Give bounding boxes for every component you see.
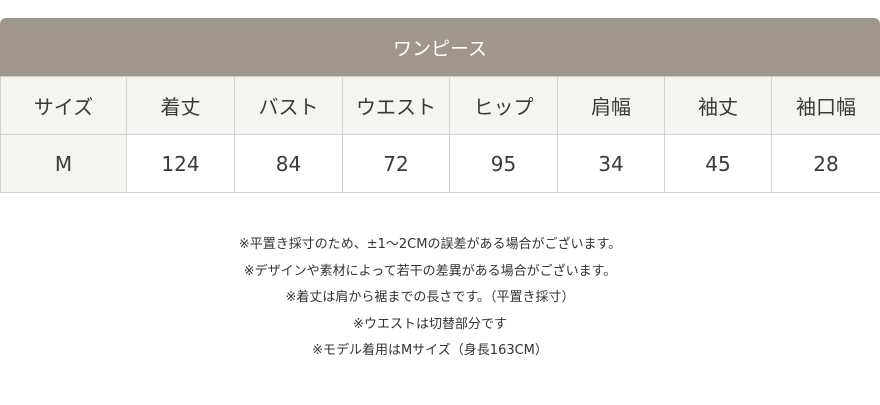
note-line: ※ウエストは切替部分です — [353, 316, 507, 332]
header-cell: 肩幅 — [557, 76, 665, 135]
header-cell: 袖丈 — [664, 76, 772, 135]
header-cell: 着丈 — [126, 76, 235, 135]
note-line: ※デザインや素材によって若干の差異がある場合がございます。 — [243, 263, 617, 279]
note-line: ※着丈は肩から裾までの長さです。（平置き採寸） — [285, 290, 575, 305]
header-row: サイズ 着丈 バスト ウエスト ヒップ 肩幅 袖丈 袖口幅 — [0, 76, 880, 135]
note-line: ※平置き採寸のため、±1〜2CMの誤差がある場合がございます。 — [238, 237, 622, 252]
value-cell: 95 — [449, 134, 558, 193]
size-table: サイズ 着丈 バスト ウエスト ヒップ 肩幅 袖丈 袖口幅 M 124 84 7… — [0, 76, 880, 193]
value-cell: 84 — [234, 134, 343, 193]
value-cell: 45 — [664, 134, 772, 193]
note-line: ※モデル着用はMサイズ（身長163CM） — [312, 343, 548, 358]
header-cell: ヒップ — [449, 76, 558, 135]
header-cell: ウエスト — [342, 76, 450, 135]
value-cell: 124 — [126, 134, 235, 193]
table-title: ワンピース — [0, 18, 880, 76]
notes: ※平置き採寸のため、±1〜2CMの誤差がある場合がございます。 ※デザインや素材… — [0, 232, 860, 365]
table-row: M 124 84 72 95 34 45 28 — [0, 134, 880, 193]
header-cell: サイズ — [0, 76, 127, 135]
value-cell: 72 — [342, 134, 450, 193]
header-cell: 袖口幅 — [771, 76, 880, 135]
size-cell: M — [0, 134, 127, 193]
value-cell: 34 — [557, 134, 665, 193]
header-cell: バスト — [234, 76, 343, 135]
value-cell: 28 — [771, 134, 880, 193]
